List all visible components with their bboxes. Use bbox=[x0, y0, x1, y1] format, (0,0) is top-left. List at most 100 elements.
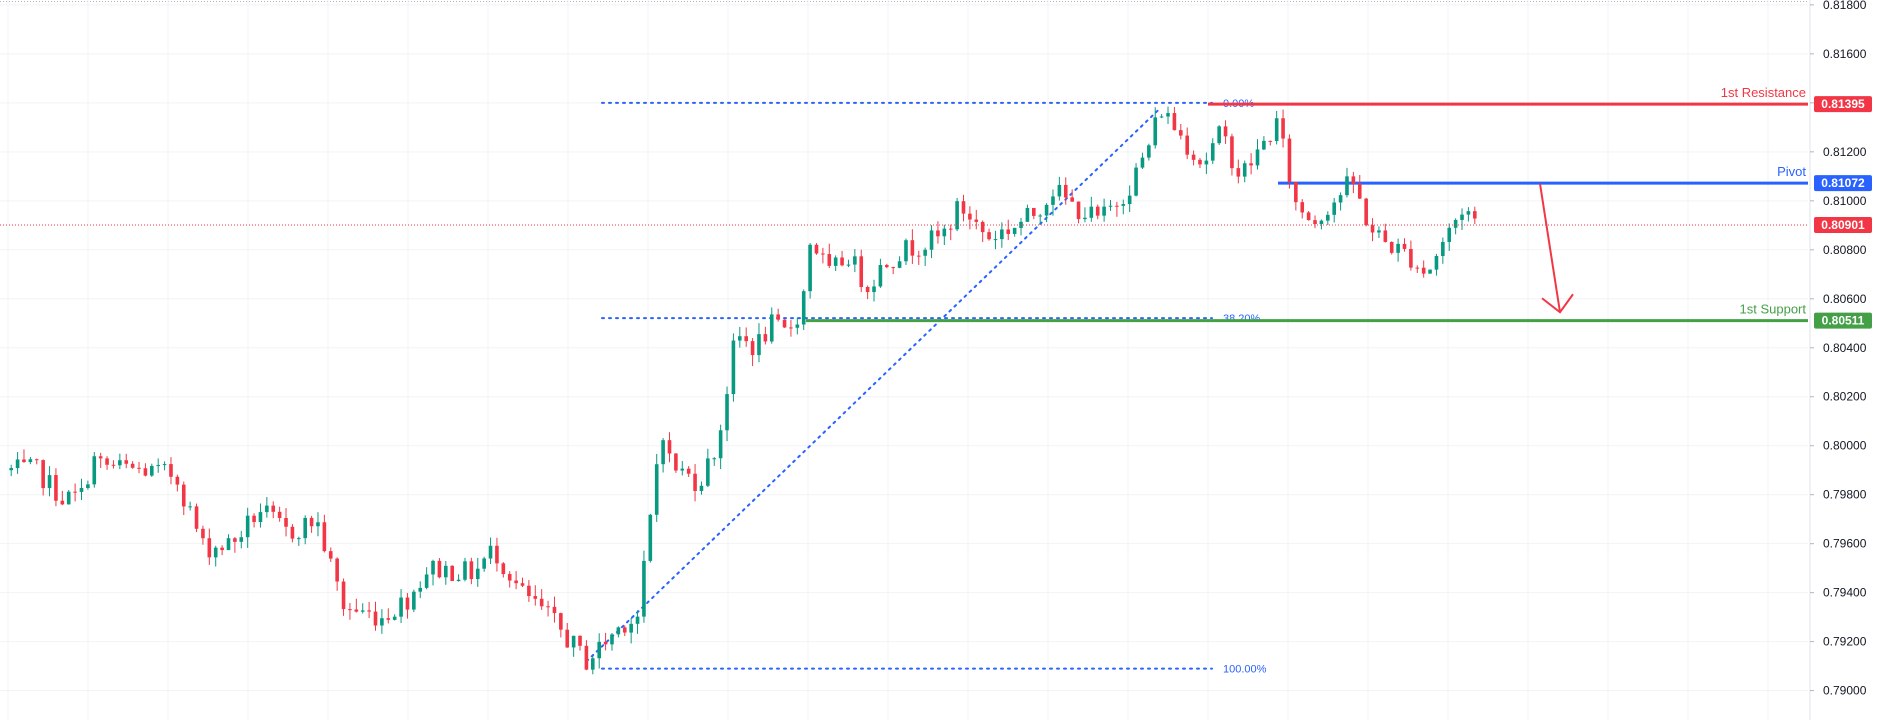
candle-body bbox=[955, 201, 959, 230]
candle-body bbox=[1115, 205, 1119, 207]
candle-body bbox=[1249, 163, 1253, 166]
pivot-label: Pivot bbox=[1777, 164, 1806, 179]
candle-body bbox=[1159, 116, 1164, 118]
candle-body bbox=[1108, 205, 1113, 207]
candle-body bbox=[610, 634, 614, 645]
candle-body bbox=[744, 336, 748, 342]
candle-body bbox=[98, 456, 103, 459]
candle-body bbox=[277, 511, 282, 518]
candle-body bbox=[150, 465, 154, 476]
candle-body bbox=[245, 515, 250, 538]
candle-body bbox=[1268, 140, 1273, 142]
candle-body bbox=[974, 219, 979, 222]
candle-body bbox=[181, 484, 186, 507]
candle-body bbox=[418, 587, 423, 592]
candle-body bbox=[1083, 217, 1087, 220]
candle-body bbox=[444, 565, 448, 578]
price-axis-label: 0.79200 bbox=[1823, 635, 1867, 649]
candle-body bbox=[41, 460, 45, 489]
candle-body bbox=[1377, 230, 1381, 233]
candle-body bbox=[769, 314, 774, 342]
candle-body bbox=[1242, 163, 1247, 177]
candle-body bbox=[1428, 269, 1432, 274]
candle-body bbox=[194, 506, 199, 529]
candle-body bbox=[1191, 154, 1196, 160]
candle-body bbox=[392, 616, 397, 620]
candle-body bbox=[859, 256, 864, 287]
candle-body bbox=[482, 558, 486, 569]
candle-body bbox=[648, 514, 653, 561]
candle-body bbox=[450, 565, 454, 582]
candle-body bbox=[501, 563, 506, 575]
candle-body bbox=[220, 547, 224, 551]
candle-body bbox=[597, 641, 601, 659]
support-tag-label: 0.80511 bbox=[1822, 314, 1865, 328]
candle-body bbox=[316, 522, 320, 527]
candle-body bbox=[1127, 195, 1132, 205]
candle-body bbox=[1332, 202, 1336, 215]
candle-body bbox=[118, 460, 122, 466]
candle-body bbox=[897, 261, 902, 268]
candle-body bbox=[795, 324, 800, 328]
candle-body bbox=[188, 506, 192, 508]
candle-body bbox=[846, 264, 851, 266]
candle-body bbox=[642, 560, 646, 617]
candle-body bbox=[968, 213, 972, 220]
candle-body bbox=[533, 596, 538, 599]
resistance-tag bbox=[1814, 96, 1872, 113]
candle-body bbox=[1338, 195, 1343, 203]
down-arrow-shaft[interactable] bbox=[1539, 183, 1561, 313]
candle-body bbox=[616, 627, 621, 635]
candle-body bbox=[546, 606, 550, 608]
candle-body bbox=[469, 561, 474, 580]
candle-body bbox=[1313, 220, 1317, 225]
candle-body bbox=[1383, 230, 1388, 242]
candle-body bbox=[405, 597, 410, 610]
candle-body bbox=[34, 459, 39, 461]
price-axis-label: 0.81800 bbox=[1823, 0, 1867, 12]
price-axis-label: 0.80600 bbox=[1823, 292, 1867, 306]
price-axis-label: 0.79000 bbox=[1823, 684, 1867, 698]
candle-body bbox=[328, 551, 333, 559]
candle-body bbox=[1396, 243, 1400, 253]
candle-body bbox=[86, 484, 90, 488]
candle-body bbox=[437, 560, 442, 578]
price-axis-label: 0.80200 bbox=[1823, 390, 1867, 404]
candle-body bbox=[1466, 211, 1471, 215]
candle-body bbox=[1262, 140, 1266, 150]
candle-body bbox=[386, 618, 391, 620]
candle-body bbox=[309, 517, 314, 527]
price-axis-label: 0.81000 bbox=[1823, 194, 1867, 208]
candle-body bbox=[1070, 197, 1074, 202]
candle-body bbox=[738, 336, 742, 341]
fib-trendline bbox=[585, 106, 1162, 663]
candle-body bbox=[821, 253, 825, 255]
candle-body bbox=[885, 265, 889, 268]
candle-body bbox=[686, 468, 691, 474]
pivot-tag bbox=[1814, 175, 1872, 192]
candle-body bbox=[124, 460, 129, 464]
candle-body bbox=[980, 221, 985, 233]
candle-body bbox=[111, 464, 116, 466]
candle-body bbox=[718, 430, 723, 459]
candle-body bbox=[757, 334, 761, 356]
candle-body bbox=[1063, 184, 1068, 198]
candle-body bbox=[1210, 143, 1215, 161]
candle-body bbox=[1153, 117, 1158, 146]
price-axis[interactable] bbox=[1810, 0, 1885, 720]
down-arrow-head bbox=[1541, 293, 1574, 314]
candle-body bbox=[54, 475, 58, 501]
candle-body bbox=[252, 515, 256, 523]
candle-body bbox=[1447, 227, 1452, 242]
candle-body bbox=[66, 491, 71, 505]
candle-body bbox=[162, 464, 167, 466]
candle-body bbox=[706, 458, 710, 486]
candle-body bbox=[322, 522, 327, 552]
candle-body bbox=[1389, 241, 1394, 253]
candle-body bbox=[1255, 149, 1260, 166]
candle-body bbox=[15, 459, 20, 469]
candle-body bbox=[603, 641, 608, 645]
candle-body bbox=[916, 255, 921, 257]
candle-body bbox=[661, 440, 665, 465]
